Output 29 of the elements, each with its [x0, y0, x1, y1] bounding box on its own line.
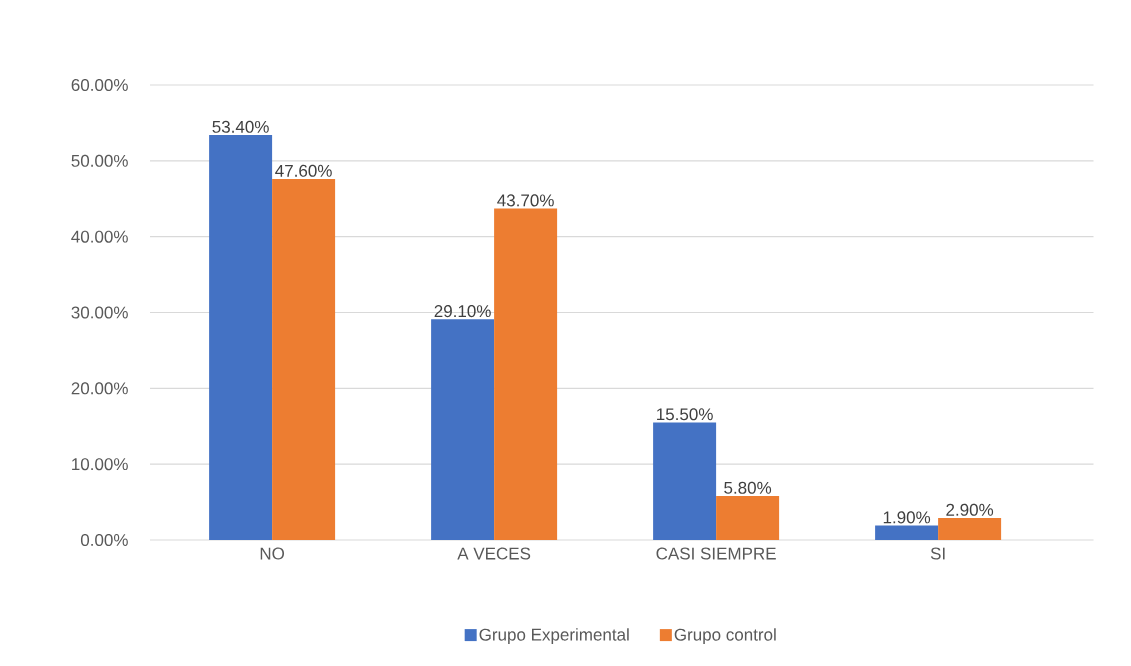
- bar: [209, 135, 273, 540]
- y-tick-label: 20.00%: [71, 382, 128, 395]
- y-tick-label: 10.00%: [72, 458, 128, 471]
- legend-label: Grupo control: [674, 628, 776, 645]
- bar: [938, 518, 1002, 540]
- y-tick-label: 0.00%: [80, 533, 128, 547]
- data-label: 43.70%: [497, 194, 554, 207]
- data-label: 5.80%: [724, 481, 772, 494]
- y-tick-label: 40.00%: [71, 230, 128, 243]
- bar: [716, 496, 780, 540]
- x-tick-label: SI: [930, 547, 945, 560]
- y-tick-label: 50.00%: [71, 154, 128, 167]
- data-label: 29.10%: [434, 305, 491, 318]
- x-tick-label: A VECES: [457, 547, 531, 560]
- data-label: 47.60%: [275, 164, 332, 177]
- bar: [272, 179, 336, 540]
- x-tick-label: NO: [260, 547, 285, 560]
- x-tick-label: CASI SIEMPRE: [656, 547, 776, 560]
- bar: [875, 525, 939, 540]
- bar: [494, 208, 558, 540]
- data-label: 53.40%: [212, 120, 269, 133]
- bar: [431, 319, 495, 540]
- data-label: 15.50%: [657, 408, 713, 421]
- legend-label: Grupo Experimental: [479, 628, 629, 645]
- y-tick-label: 30.00%: [71, 306, 128, 319]
- y-tick-label: 60.00%: [71, 78, 128, 92]
- bar: [653, 422, 717, 540]
- data-label: 1.90%: [883, 511, 931, 524]
- data-label: 2.90%: [946, 503, 994, 516]
